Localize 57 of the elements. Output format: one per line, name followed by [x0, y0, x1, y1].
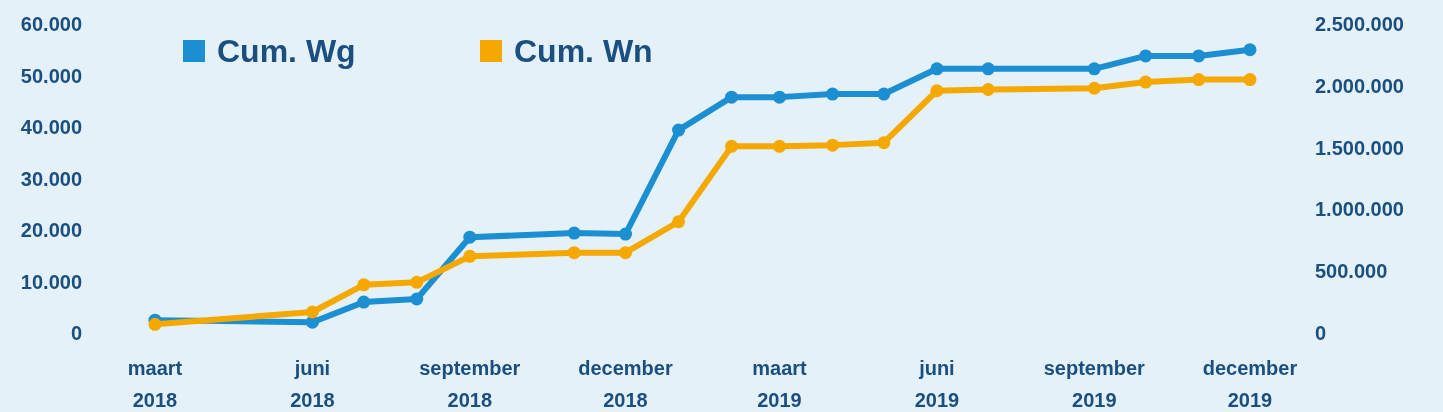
- point: [1192, 73, 1206, 87]
- y-tick-label: 30.000: [20, 167, 82, 190]
- point: [981, 62, 995, 76]
- point: [826, 87, 840, 101]
- x-tick-label: september 2019: [1043, 357, 1146, 411]
- point: [619, 246, 633, 260]
- y-tick-label: 10.000: [20, 270, 82, 293]
- point: [772, 90, 786, 104]
- y2-tick-label: 1.500.000: [1315, 136, 1404, 159]
- point: [410, 292, 424, 306]
- point: [357, 278, 371, 292]
- point: [1192, 49, 1206, 63]
- point: [567, 246, 581, 260]
- point: [410, 275, 424, 289]
- x-tick-label: maart 2019: [752, 357, 808, 411]
- point: [930, 62, 944, 76]
- y-tick-label: 50.000: [20, 64, 82, 87]
- point: [877, 87, 891, 101]
- point: [826, 138, 840, 152]
- x-tick-label: juni 2018: [290, 357, 335, 411]
- point: [877, 136, 891, 150]
- legend-label: Cum. Wg: [217, 33, 356, 69]
- point: [672, 215, 686, 229]
- y2-tick-label: 2.000.000: [1315, 74, 1404, 97]
- x-tick-label: juni 2019: [914, 357, 960, 411]
- point: [463, 249, 477, 263]
- point: [1087, 62, 1101, 76]
- point: [725, 139, 739, 153]
- point: [567, 226, 581, 240]
- x-tick-label: september 2018: [419, 357, 521, 411]
- y-tick-label: 60.000: [20, 13, 82, 35]
- point: [1243, 73, 1257, 87]
- x-tick-label: maart 2018: [127, 357, 183, 411]
- point: [148, 317, 162, 331]
- point: [619, 227, 633, 241]
- point: [725, 90, 739, 104]
- legend-label: Cum. Wn: [514, 33, 653, 69]
- y2-tick-label: 2.500.000: [1315, 13, 1404, 35]
- point: [463, 230, 477, 244]
- y2-tick-label: 1.000.000: [1315, 198, 1404, 221]
- point: [1243, 43, 1257, 57]
- point: [672, 123, 686, 137]
- y2-tick-label: 0: [1315, 322, 1327, 344]
- point: [1139, 49, 1153, 63]
- y-tick-label: 40.000: [20, 116, 82, 138]
- point: [981, 83, 995, 97]
- point: [305, 305, 319, 319]
- x-tick-label: december 2019: [1202, 357, 1298, 411]
- y2-tick-label: 500.000: [1315, 260, 1388, 283]
- x-tick-label: december 2018: [578, 357, 673, 411]
- point: [1087, 81, 1101, 95]
- y-tick-label: 20.000: [20, 219, 82, 241]
- point: [357, 295, 371, 309]
- point: [772, 139, 786, 153]
- point: [1139, 75, 1153, 89]
- y-tick-label: 0: [70, 322, 82, 344]
- point: [930, 84, 944, 98]
